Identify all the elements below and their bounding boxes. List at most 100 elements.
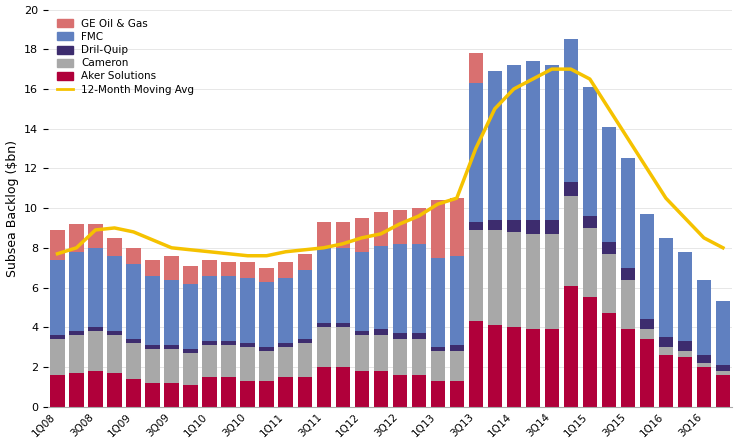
Bar	[69, 335, 83, 373]
Bar	[89, 248, 103, 327]
Bar	[545, 220, 559, 234]
Bar	[677, 357, 692, 407]
Bar	[202, 377, 217, 407]
Bar	[89, 224, 103, 248]
Bar	[354, 218, 369, 252]
Bar	[373, 212, 388, 246]
Bar	[583, 228, 597, 297]
Bar	[202, 345, 217, 377]
Bar	[50, 230, 65, 260]
Bar	[412, 208, 426, 244]
Bar	[621, 280, 635, 329]
Bar	[393, 210, 407, 244]
Bar	[241, 381, 255, 407]
Bar	[241, 347, 255, 381]
Bar	[184, 385, 198, 407]
Bar	[640, 319, 654, 329]
Bar	[260, 347, 274, 351]
Bar	[601, 254, 616, 313]
Bar	[126, 248, 141, 264]
Bar	[165, 349, 179, 383]
Bar	[260, 381, 274, 407]
Bar	[583, 297, 597, 407]
Bar	[525, 234, 540, 329]
Y-axis label: Subsea Backlog ($bn): Subsea Backlog ($bn)	[6, 139, 18, 277]
Bar	[393, 333, 407, 339]
Bar	[525, 220, 540, 234]
Bar	[202, 260, 217, 276]
Legend: GE Oil & Gas, FMC, Dril-Quip, Cameron, Aker Solutions, 12-Month Moving Avg: GE Oil & Gas, FMC, Dril-Quip, Cameron, A…	[53, 15, 199, 99]
Bar	[430, 200, 445, 258]
Bar	[297, 270, 311, 339]
Bar	[449, 198, 464, 256]
Bar	[336, 367, 350, 407]
Bar	[449, 381, 464, 407]
Bar	[202, 276, 217, 341]
Bar	[412, 333, 426, 339]
Bar	[430, 351, 445, 381]
Bar	[716, 375, 730, 407]
Bar	[640, 329, 654, 339]
Bar	[469, 222, 483, 230]
Bar	[354, 252, 369, 331]
Bar	[412, 244, 426, 333]
Bar	[221, 341, 235, 345]
Bar	[677, 252, 692, 341]
Bar	[297, 377, 311, 407]
Bar	[260, 268, 274, 281]
Bar	[677, 341, 692, 351]
Bar	[69, 252, 83, 331]
Bar	[297, 343, 311, 377]
Bar	[50, 260, 65, 335]
Bar	[145, 345, 159, 349]
Bar	[165, 345, 179, 349]
Bar	[640, 214, 654, 319]
Bar	[716, 371, 730, 375]
Bar	[126, 339, 141, 343]
Bar	[221, 276, 235, 341]
Bar	[260, 281, 274, 347]
Bar	[659, 337, 673, 347]
Bar	[697, 355, 711, 363]
Bar	[525, 61, 540, 220]
Bar	[373, 329, 388, 335]
Bar	[165, 256, 179, 280]
Bar	[107, 331, 122, 335]
Bar	[317, 323, 331, 327]
Bar	[412, 375, 426, 407]
Bar	[297, 339, 311, 343]
Bar	[621, 159, 635, 268]
Bar	[184, 284, 198, 349]
Bar	[373, 335, 388, 371]
Bar	[278, 262, 293, 278]
Bar	[564, 196, 578, 285]
Bar	[69, 373, 83, 407]
Bar	[69, 331, 83, 335]
Bar	[469, 53, 483, 83]
Bar	[601, 242, 616, 254]
Bar	[336, 222, 350, 248]
Bar	[221, 377, 235, 407]
Bar	[260, 351, 274, 381]
Bar	[69, 224, 83, 252]
Bar	[145, 383, 159, 407]
Bar	[184, 266, 198, 284]
Bar	[336, 248, 350, 323]
Bar	[659, 347, 673, 355]
Bar	[469, 321, 483, 407]
Bar	[221, 262, 235, 276]
Bar	[430, 381, 445, 407]
Bar	[545, 65, 559, 220]
Bar	[393, 339, 407, 375]
Bar	[716, 365, 730, 371]
Bar	[393, 244, 407, 333]
Bar	[677, 351, 692, 357]
Bar	[488, 325, 502, 407]
Bar	[165, 383, 179, 407]
Bar	[621, 268, 635, 280]
Bar	[89, 331, 103, 371]
Bar	[126, 379, 141, 407]
Bar	[601, 313, 616, 407]
Bar	[165, 280, 179, 345]
Bar	[488, 230, 502, 325]
